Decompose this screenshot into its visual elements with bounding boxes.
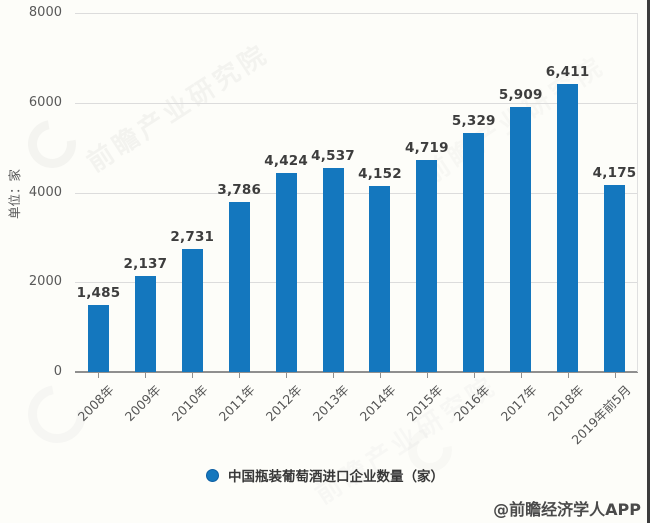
bar [463,132,485,372]
x-tick-mark [286,373,288,378]
x-tick-mark [145,373,147,378]
bar [369,185,391,372]
bar-value-label: 4,424 [264,153,308,170]
bar-value-label: 5,329 [451,112,496,129]
bar-value-label: 4,175 [592,164,637,181]
legend-marker-circle-icon [206,468,219,482]
plot-right-border [637,13,638,372]
bar-value-label: 4,537 [311,148,355,165]
y-tick-label: 0 [53,364,62,379]
y-axis-title: 单位：家 [7,169,22,220]
bar-value-label: 2,731 [170,229,215,246]
gridline [75,192,638,194]
x-tick-mark [333,373,335,378]
x-tick-mark [239,373,241,378]
bar [228,202,250,372]
bar-value-label: 6,411 [545,64,590,81]
bar-value-label: 4,152 [358,165,402,182]
attribution-text: @前瞻经济学人APP [493,500,641,519]
y-tick-label: 4000 [28,184,62,200]
bar-value-label: 4,719 [405,140,449,157]
bar [181,249,203,372]
bar [557,84,579,372]
watermark-logo-icon [18,110,86,178]
bar [134,276,156,372]
gridline [75,102,638,104]
bar [416,160,438,372]
bar-value-label: 1,485 [76,285,121,302]
x-tick-mark [520,373,522,378]
bar [510,106,532,372]
bar-value-label: 5,909 [498,86,543,103]
bar-value-label: 2,137 [123,256,168,273]
x-tick-mark [614,373,616,378]
y-tick-label: 8000 [28,5,62,20]
image-right-border [647,0,650,523]
x-tick-mark [473,373,475,378]
bar [275,173,297,372]
y-tick-label: 2000 [28,274,62,290]
legend: 中国瓶装葡萄酒进口企业数量（家） [0,465,650,485]
x-tick-mark [192,373,194,378]
bar [604,184,626,372]
x-tick-mark [567,373,569,378]
x-axis-line [75,371,638,373]
watermark-text: 前瞻产业研究院 [82,38,275,179]
bar [87,305,109,372]
bar [322,168,344,372]
y-tick-label: 6000 [28,94,62,110]
x-tick-mark [98,373,100,378]
gridline [75,282,638,284]
x-tick-mark [426,373,428,378]
x-tick-mark [379,373,381,378]
bar-value-label: 3,786 [217,182,262,199]
gridline [75,13,638,14]
legend-label: 中国瓶装葡萄酒进口企业数量（家） [228,469,444,485]
